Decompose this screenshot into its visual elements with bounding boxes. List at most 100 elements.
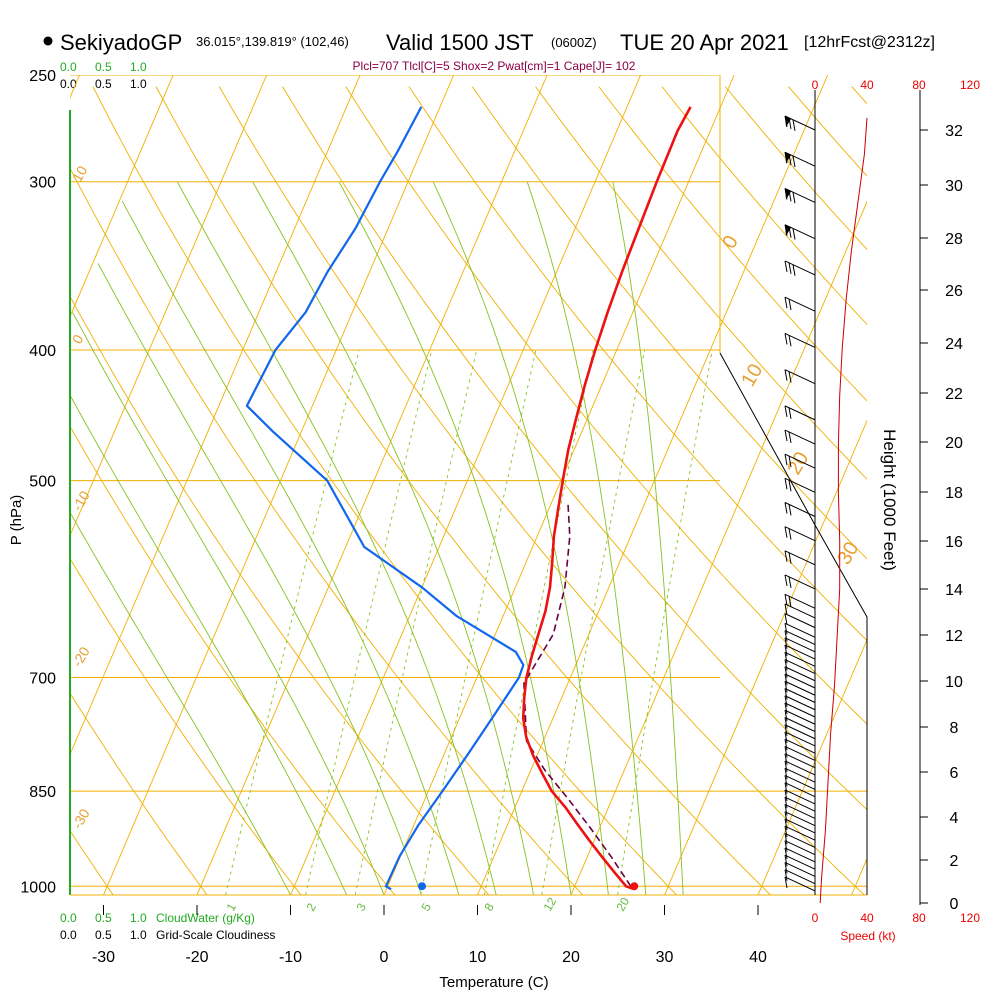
wind-barb-flag (784, 775, 788, 787)
height-tick-label: 0 (950, 896, 959, 913)
wind-barb-staff (784, 753, 816, 769)
cloudwater-tick: 1.0 (130, 60, 147, 74)
height-axis-label: Height (1000 Feet) (880, 429, 899, 571)
mixing-ratio-line (541, 350, 646, 895)
wind-barb-staff (784, 746, 816, 761)
cloudwater-tick: 1.0 (130, 911, 147, 925)
wind-barb-staff (784, 695, 816, 711)
dry-adiabat-line (471, 86, 867, 560)
wind-barb (784, 738, 816, 754)
stability-params: Plcl=707 Tlcl[C]=5 Shox=2 Pwat[cm]=1 Cap… (353, 59, 636, 73)
x-tick-label: 40 (749, 949, 767, 966)
wind-barb-staff (784, 369, 816, 385)
dewpoint-line (245, 106, 525, 891)
wind-barb-flag (784, 260, 788, 273)
wind-barb (784, 847, 816, 863)
y-tick-label: 250 (29, 68, 56, 85)
wind-barb-flag (784, 797, 788, 809)
wind-barb-flag (792, 264, 796, 276)
wind-barb-flag (784, 526, 788, 538)
wind-barb-flag (784, 768, 788, 780)
speed-tick-bottom: 120 (960, 911, 980, 925)
height-tick-label: 4 (950, 810, 959, 827)
cloudiness-tick: 0.0 (60, 928, 77, 942)
wind-barb-flag (788, 371, 792, 383)
wind-barb-flag (784, 637, 788, 649)
moist-adiabat-line (121, 200, 460, 895)
wind-barb (784, 224, 816, 240)
cloudwater-label: CloudWater (g/Kg) (156, 911, 255, 925)
wind-barb-staff (784, 811, 816, 827)
wind-barb-pennant (785, 116, 791, 127)
x-axis-label: Temperature (C) (439, 974, 548, 991)
moist-adiabat-line (97, 263, 422, 895)
wind-barb-staff (784, 260, 816, 276)
wind-barb (784, 405, 816, 421)
wind-barb (784, 854, 816, 870)
cloudwater-tick: 0.5 (95, 60, 112, 74)
wind-barb-flag (784, 603, 788, 616)
isotherm-line (570, 200, 867, 895)
wind-barb-staff (784, 296, 816, 312)
wind-barb (784, 789, 816, 805)
cloudwater-tick: 0.5 (95, 911, 112, 925)
wind-barb (784, 115, 816, 131)
station-coords: 36.015°,139.819° (102,46) (196, 34, 349, 49)
dry-adiabat-label: 30 (833, 538, 863, 568)
wind-barb-flag (784, 623, 788, 635)
dry-adiabat-label: 0 (718, 232, 743, 253)
height-tick-label: 30 (945, 178, 963, 195)
wind-barb (784, 644, 816, 660)
wind-barb-flag (788, 480, 792, 492)
wind-barb-staff (784, 630, 816, 645)
wind-barb-flag (784, 710, 788, 722)
wind-barb-staff (784, 477, 816, 493)
dry-adiabat-label: 10 (737, 360, 767, 390)
wind-barb (784, 369, 816, 385)
bottom-left-scales: 0.0 0.5 1.0 CloudWater (g/Kg) 0.0 0.5 1.… (60, 911, 275, 942)
wind-barb-flag (788, 455, 792, 468)
dry-adiabat-label: -20 (69, 644, 93, 670)
wind-barb (784, 574, 816, 590)
isotherm-line (477, 75, 829, 895)
wind-barb (784, 502, 816, 517)
wind-barb-flag (784, 673, 788, 686)
wind-barb-flag (784, 760, 788, 773)
wind-barb-staff (784, 702, 816, 718)
wind-barb-staff (784, 574, 816, 590)
wind-barb (784, 630, 816, 645)
y-tick-label: 500 (29, 474, 56, 491)
wind-barb-staff (784, 832, 816, 848)
x-tick-label: -20 (185, 949, 208, 966)
wind-barb (784, 680, 816, 696)
wind-barb-staff (784, 644, 816, 660)
wind-barb-flag (784, 833, 788, 845)
wind-barb-flag (784, 717, 788, 729)
wind-barb-flag (784, 688, 788, 700)
wind-barb (784, 613, 816, 629)
surface-temperature-point (630, 882, 639, 891)
wind-barb-staff (784, 767, 816, 783)
wind-barb-flag (784, 818, 788, 831)
wind-barb (784, 724, 816, 740)
wind-barb-flag (788, 528, 792, 540)
station-name: SekiyadoGP (60, 30, 182, 55)
dry-adiabat-line (70, 425, 396, 895)
wind-barb (784, 804, 816, 819)
isotherm-line (70, 75, 174, 318)
wind-barb-flag (788, 407, 792, 419)
dry-adiabat-line (282, 86, 867, 811)
wind-barb-flag (784, 630, 788, 642)
dry-adiabat-line (70, 557, 302, 895)
wind-barb (784, 637, 816, 653)
wind-barb-flag (784, 869, 788, 881)
wind-barb (784, 782, 816, 798)
height-tick-label: 6 (950, 765, 959, 782)
plot-frame (69, 75, 921, 905)
valid-date: TUE 20 Apr 2021 (620, 30, 789, 55)
wind-barb (784, 151, 816, 168)
wind-barb-staff (784, 603, 816, 619)
wind-barb-staff (784, 613, 816, 629)
cloudiness-tick: 0.0 (60, 77, 77, 91)
wind-barb (784, 188, 816, 204)
